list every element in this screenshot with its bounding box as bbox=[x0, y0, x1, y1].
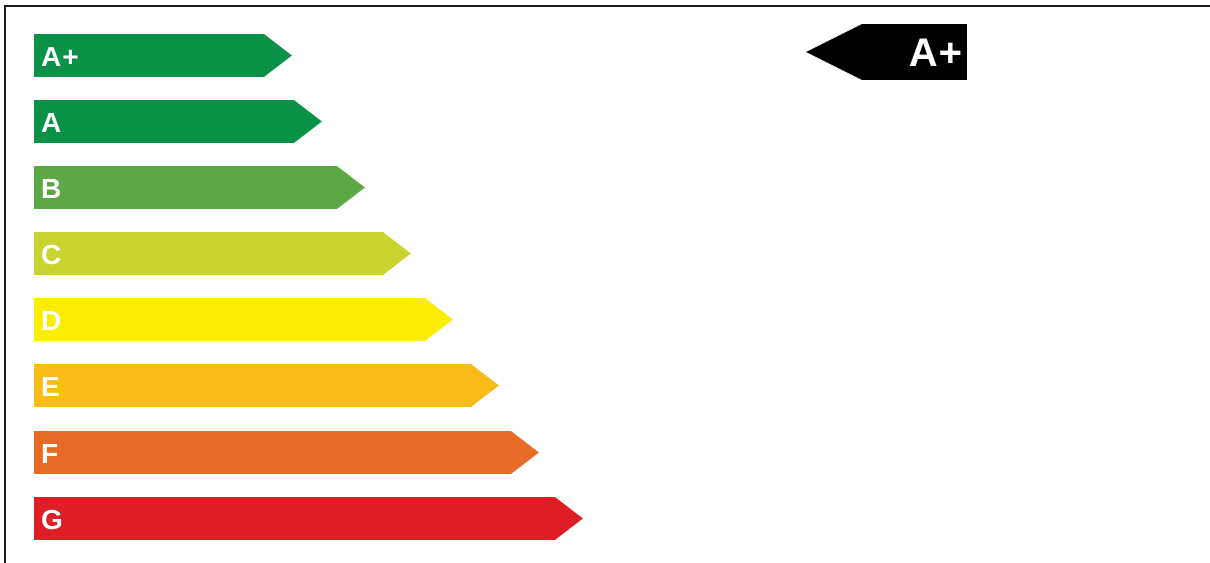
class-label: A+ bbox=[41, 41, 80, 72]
class-label: E bbox=[41, 371, 61, 402]
label-frame bbox=[4, 5, 1210, 563]
rating-label: A+ bbox=[908, 31, 963, 75]
class-label: C bbox=[41, 239, 63, 270]
class-band-b: B bbox=[34, 166, 365, 209]
class-band-e: E bbox=[34, 364, 499, 407]
class-band-d: D bbox=[34, 298, 453, 341]
class-band-a: A bbox=[34, 100, 322, 143]
class-band-c: C bbox=[34, 232, 411, 275]
class-band-g: G bbox=[34, 497, 583, 540]
class-label: F bbox=[41, 438, 60, 469]
class-label: D bbox=[41, 305, 63, 336]
class-label: G bbox=[41, 504, 64, 535]
class-label: A bbox=[41, 107, 63, 138]
class-band-f: F bbox=[34, 431, 539, 474]
class-label: B bbox=[41, 173, 63, 204]
class-band-a-plus: A+ bbox=[34, 34, 292, 77]
